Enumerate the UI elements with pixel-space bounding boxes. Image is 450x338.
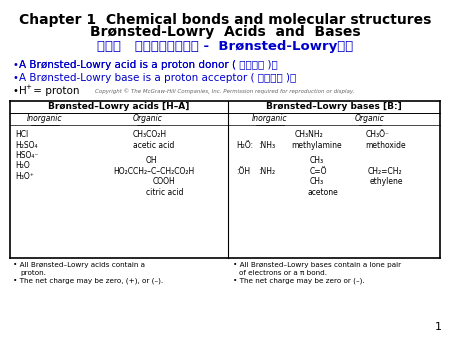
Text: Copyright © The McGraw-Hill Companies, Inc. Permission required for reproduction: Copyright © The McGraw-Hill Companies, I… — [95, 88, 355, 94]
Text: Brønsted–Lowry bases [B:]: Brønsted–Lowry bases [B:] — [266, 102, 402, 111]
Text: HO₂CCH₂–C–CH₂CO₂H: HO₂CCH₂–C–CH₂CO₂H — [113, 167, 194, 176]
Text: • All Brønsted–Lowry acids contain a: • All Brønsted–Lowry acids contain a — [13, 262, 145, 268]
Text: Brønsted–Lowry acids [H–A]: Brønsted–Lowry acids [H–A] — [48, 102, 190, 111]
Text: :NH₂: :NH₂ — [258, 167, 275, 176]
Text: methylamine: methylamine — [291, 141, 342, 149]
Text: Organic: Organic — [133, 114, 163, 123]
Text: A Brønsted-Lowry acid is a proton donor (: A Brønsted-Lowry acid is a proton donor … — [19, 60, 239, 70]
Text: +: + — [26, 84, 32, 90]
Text: H: H — [19, 86, 27, 96]
Text: CH₃CO₂H: CH₃CO₂H — [133, 130, 167, 139]
Text: COOH: COOH — [153, 177, 176, 186]
Text: Chapter 1  Chemical bonds and molecular structures: Chapter 1 Chemical bonds and molecular s… — [19, 13, 431, 27]
Text: CH₃Ö⁻: CH₃Ö⁻ — [366, 130, 390, 139]
Text: = proton: = proton — [30, 86, 80, 96]
Text: CH₃: CH₃ — [310, 156, 324, 165]
Text: •: • — [12, 86, 18, 96]
Text: acetone: acetone — [308, 188, 339, 197]
Text: :ÖH: :ÖH — [236, 167, 250, 176]
Text: • The net charge may be zero or (–).: • The net charge may be zero or (–). — [233, 278, 364, 285]
Text: ethylene: ethylene — [370, 177, 404, 186]
Text: Inorganic: Inorganic — [27, 114, 63, 123]
Text: A Brønsted-Lowry base is a proton acceptor ( 质子受体 )。: A Brønsted-Lowry base is a proton accept… — [19, 73, 296, 83]
Text: Inorganic: Inorganic — [252, 114, 288, 123]
Text: •: • — [12, 73, 18, 83]
Text: CH₃: CH₃ — [310, 177, 324, 186]
Text: • The net charge may be zero, (+), or (–).: • The net charge may be zero, (+), or (–… — [13, 278, 163, 285]
Text: Organic: Organic — [355, 114, 385, 123]
Text: of electrons or a π bond.: of electrons or a π bond. — [239, 270, 327, 276]
Text: proton.: proton. — [20, 270, 46, 276]
Text: :NH₃: :NH₃ — [258, 141, 275, 149]
Text: CH₂=CH₂: CH₂=CH₂ — [368, 167, 403, 176]
Text: H₃O⁺: H₃O⁺ — [15, 172, 34, 181]
Text: •: • — [12, 60, 18, 70]
Text: C=Ö: C=Ö — [310, 167, 328, 176]
Text: CH₃NH₂: CH₃NH₂ — [295, 130, 324, 139]
Text: 第一章   化学键与分子结构 -  Brønsted-Lowry酸简: 第一章 化学键与分子结构 - Brønsted-Lowry酸简 — [97, 40, 353, 53]
Text: methoxide: methoxide — [365, 141, 405, 149]
Text: OH: OH — [146, 156, 158, 165]
Text: A Brønsted-Lowry acid is a proton donor ( 质子给体 )。: A Brønsted-Lowry acid is a proton donor … — [19, 60, 278, 70]
Text: HCl: HCl — [15, 130, 28, 139]
Text: citric acid: citric acid — [146, 188, 184, 197]
Text: HSO₄⁻: HSO₄⁻ — [15, 151, 38, 160]
Text: 1: 1 — [435, 322, 442, 332]
Text: acetic acid: acetic acid — [133, 141, 175, 149]
Text: H₂Ö:: H₂Ö: — [236, 141, 253, 149]
Text: H₂SO₄: H₂SO₄ — [15, 141, 37, 149]
Text: H₂O: H₂O — [15, 162, 30, 170]
Text: Brønsted-Lowry  Acids  and  Bases: Brønsted-Lowry Acids and Bases — [90, 25, 360, 39]
Text: • All Brønsted–Lowry bases contain a lone pair: • All Brønsted–Lowry bases contain a lon… — [233, 262, 401, 268]
